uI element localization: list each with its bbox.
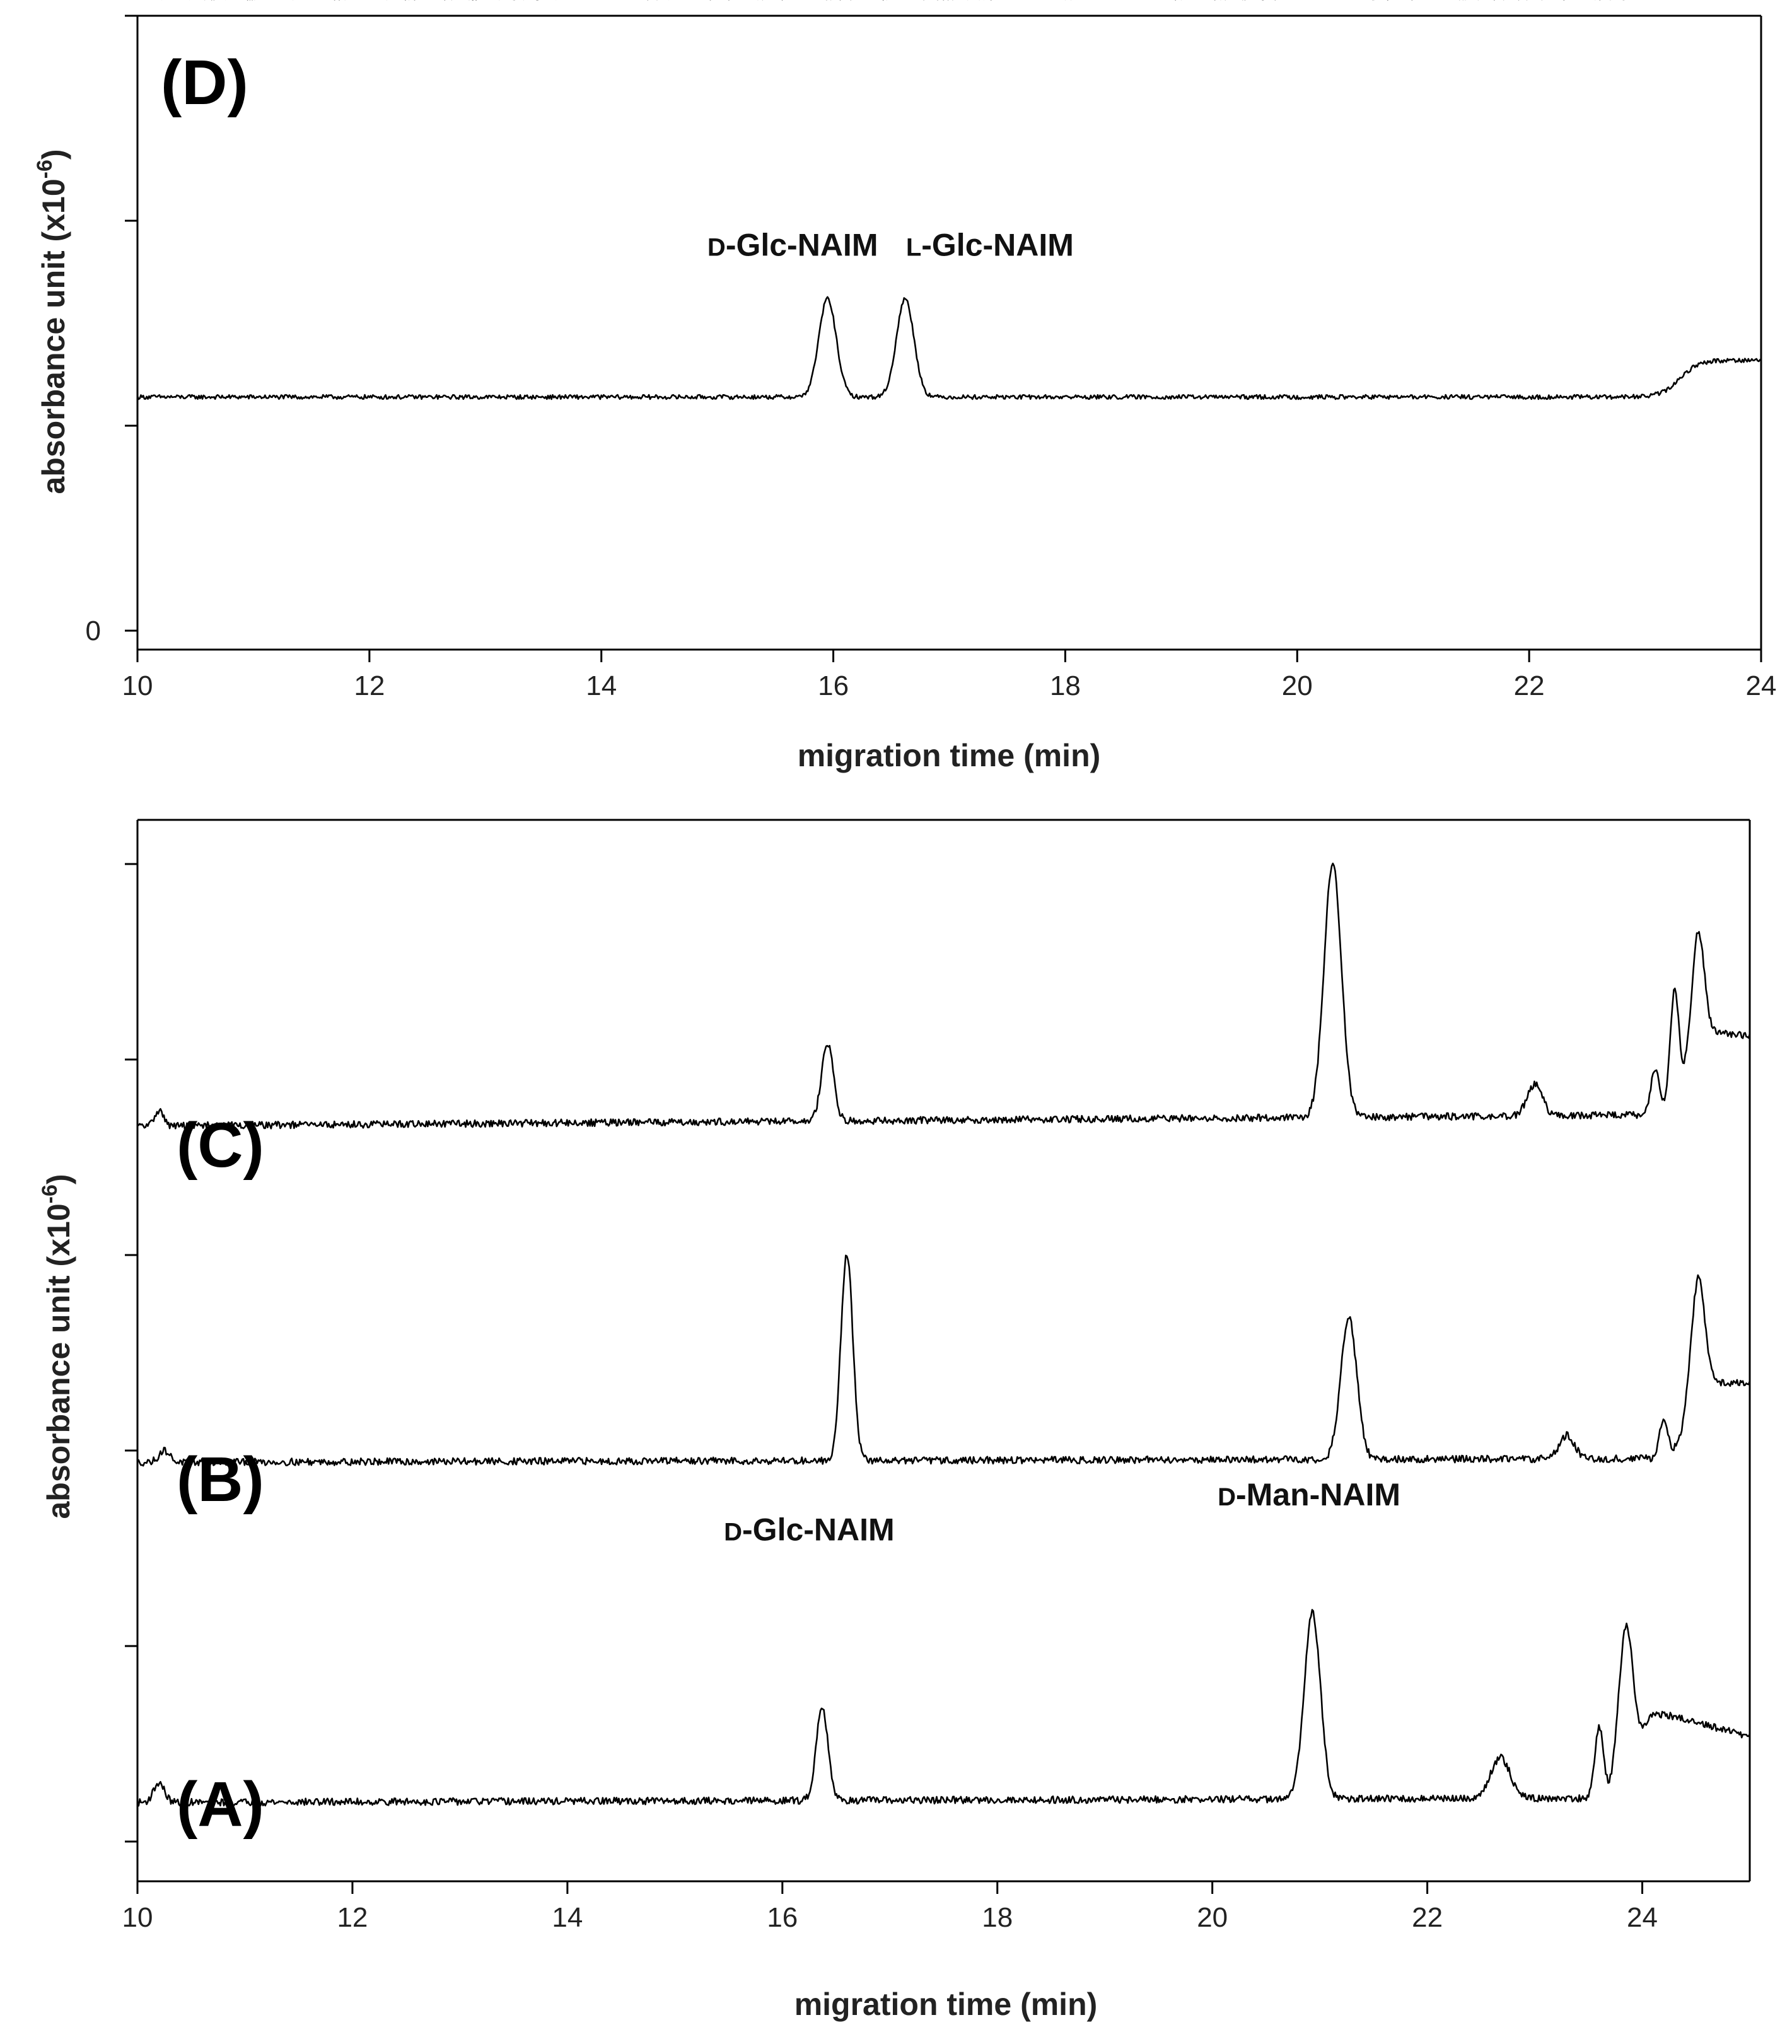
top-x-ticks: 10 12 14 16 18 20 22 24 (122, 650, 1777, 701)
peak-label-prefix: D (707, 233, 726, 261)
peak-label-prefix: D (1218, 1483, 1236, 1511)
peak-label-prefix: D (724, 1519, 742, 1546)
top-x-tick-label: 18 (1050, 670, 1081, 701)
bottom-x-tick-label: 20 (1197, 1902, 1228, 1933)
bottom-x-tick-label: 22 (1412, 1902, 1443, 1933)
panel-label-b: (B) (177, 1444, 264, 1515)
peak-label: D-Man-NAIM (1218, 1477, 1400, 1512)
top-y-axis-label-main: absorbance unit (x10 (36, 178, 71, 494)
bottom-y-axis-label: absorbance unit (x10-6) (38, 1174, 76, 1519)
top-y-axis-label-exp: -6 (33, 160, 57, 178)
bottom-x-ticks: 10 12 14 16 18 20 22 24 (122, 1881, 1658, 1933)
peak-label: D-Glc-NAIM (724, 1512, 895, 1548)
bottom-x-tick-label: 18 (982, 1902, 1013, 1933)
panel-label-a: (A) (177, 1769, 264, 1840)
top-y-tick-label: 0 (86, 616, 101, 646)
peak-label-text: -Glc-NAIM (742, 1512, 895, 1548)
top-x-tick-label: 16 (818, 670, 849, 701)
panel-label-c: (C) (177, 1110, 264, 1181)
top-traces (136, 0, 1762, 400)
bottom-x-tick-label: 14 (552, 1902, 583, 1933)
top-x-tick-label: 14 (586, 670, 617, 701)
top-y-axis-label: absorbance unit (x10-6) (33, 149, 71, 494)
peak-label-prefix: L (906, 233, 921, 261)
peak-label-text: -Glc-NAIM (726, 227, 878, 262)
peak-label: L-Glc-NAIM (906, 227, 1074, 262)
bottom-y-axis-label-close: ) (41, 1174, 76, 1184)
bottom-x-tick-label: 12 (337, 1902, 368, 1933)
peak-label-text: -Man-NAIM (1236, 1477, 1400, 1512)
trace-c (137, 862, 1751, 1130)
trace-a (136, 1609, 1751, 1807)
bottom-y-axis-label-main: absorbance unit (x10 (41, 1203, 76, 1519)
trace-b (137, 1254, 1751, 1467)
top-x-tick-label: 24 (1746, 670, 1777, 701)
bottom-y-ticks (125, 863, 137, 1843)
top-x-tick-label: 12 (354, 670, 385, 701)
top-x-tick-label: 22 (1514, 670, 1545, 701)
top-x-axis-label: migration time (min) (798, 738, 1101, 773)
peak-label-text: -Glc-NAIM (921, 227, 1074, 262)
bottom-x-axis-label: migration time (min) (794, 1987, 1098, 2022)
trace-lower-trace (136, 296, 1762, 400)
bottom-x-tick-label: 10 (122, 1902, 153, 1933)
panel-label-d: (D) (161, 47, 248, 118)
top-x-tick-label: 10 (122, 670, 153, 701)
bottom-x-tick-label: 16 (767, 1902, 798, 1933)
peak-label: D-Glc-NAIM (707, 227, 878, 262)
top-y-ticks: 0 (86, 15, 137, 646)
top-y-axis-label-close: ) (36, 149, 71, 160)
bottom-traces (136, 862, 1751, 1807)
bottom-y-axis-label-exp: -6 (38, 1184, 62, 1203)
bottom-x-tick-label: 24 (1627, 1902, 1658, 1933)
top-x-tick-label: 20 (1282, 670, 1313, 701)
